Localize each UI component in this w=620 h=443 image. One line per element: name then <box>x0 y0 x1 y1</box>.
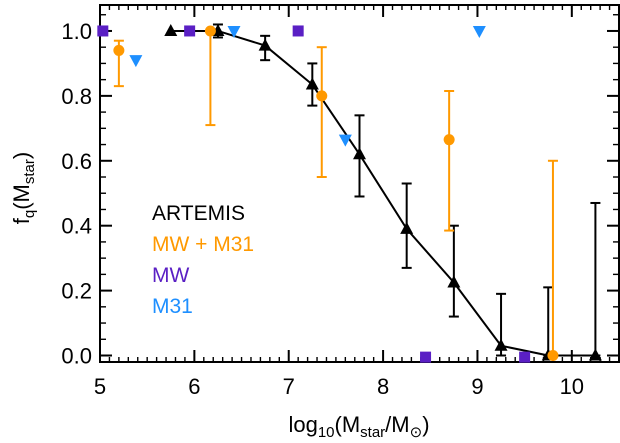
mw-m31-point <box>443 134 455 146</box>
x-tick-label: 9 <box>471 374 483 399</box>
y-tick-label: 0.2 <box>61 279 92 304</box>
m31-point <box>129 55 143 68</box>
series-lines <box>170 29 596 357</box>
artemis-point <box>353 147 366 160</box>
y-tick-label: 0.8 <box>61 84 92 109</box>
mw-m31-point <box>204 25 216 37</box>
legend-entry-artemis: ARTEMIS <box>152 202 245 225</box>
y-axis-label: fq(Mstar) <box>9 152 38 224</box>
artemis-point <box>258 38 272 51</box>
artemis-point <box>494 338 508 351</box>
x-axis-label: log10(Mstar/M⊙) <box>288 412 429 441</box>
x-tick-label: 5 <box>94 374 106 399</box>
x-tick-label: 10 <box>560 374 584 399</box>
x-tick-label: 8 <box>377 374 389 399</box>
legend-entry-mw: MW <box>152 264 189 287</box>
axes-frame <box>99 4 620 363</box>
data-markers <box>97 23 602 363</box>
axis-ticks: 5 6 7 8 9 10 0.0 0.2 0.4 0.6 0.8 1.0 <box>61 5 620 399</box>
artemis-line <box>170 29 596 357</box>
m31-point <box>338 134 352 147</box>
legend-entry-mw-m31: MW + M31 <box>152 233 254 256</box>
mw-point <box>97 25 109 37</box>
mw-point <box>420 351 432 363</box>
artemis-point <box>305 77 319 90</box>
artemis-point <box>588 348 602 361</box>
mw-point <box>519 351 531 363</box>
legend-entry-m31: M31 <box>152 295 193 318</box>
x-tick-label: 6 <box>188 374 200 399</box>
y-tick-label: 0.4 <box>61 214 92 239</box>
m31-point <box>227 25 241 38</box>
x-tick-label: 7 <box>283 374 295 399</box>
artemis-point <box>164 23 178 36</box>
mw-point <box>292 25 304 37</box>
mw-m31-point <box>113 44 125 56</box>
mw-point <box>184 25 196 37</box>
artemis-point <box>400 221 414 234</box>
plot-frame <box>99 4 620 363</box>
legend: ARTEMIS MW + M31 MW M31 <box>152 202 254 318</box>
artemis-point <box>447 275 461 288</box>
mw-m31-point <box>316 90 328 102</box>
m31-point <box>472 25 486 38</box>
y-tick-label: 0.0 <box>61 344 92 369</box>
y-tick-label: 1.0 <box>61 19 92 44</box>
y-tick-label: 0.6 <box>61 149 92 174</box>
mw-m31-point <box>547 350 559 362</box>
